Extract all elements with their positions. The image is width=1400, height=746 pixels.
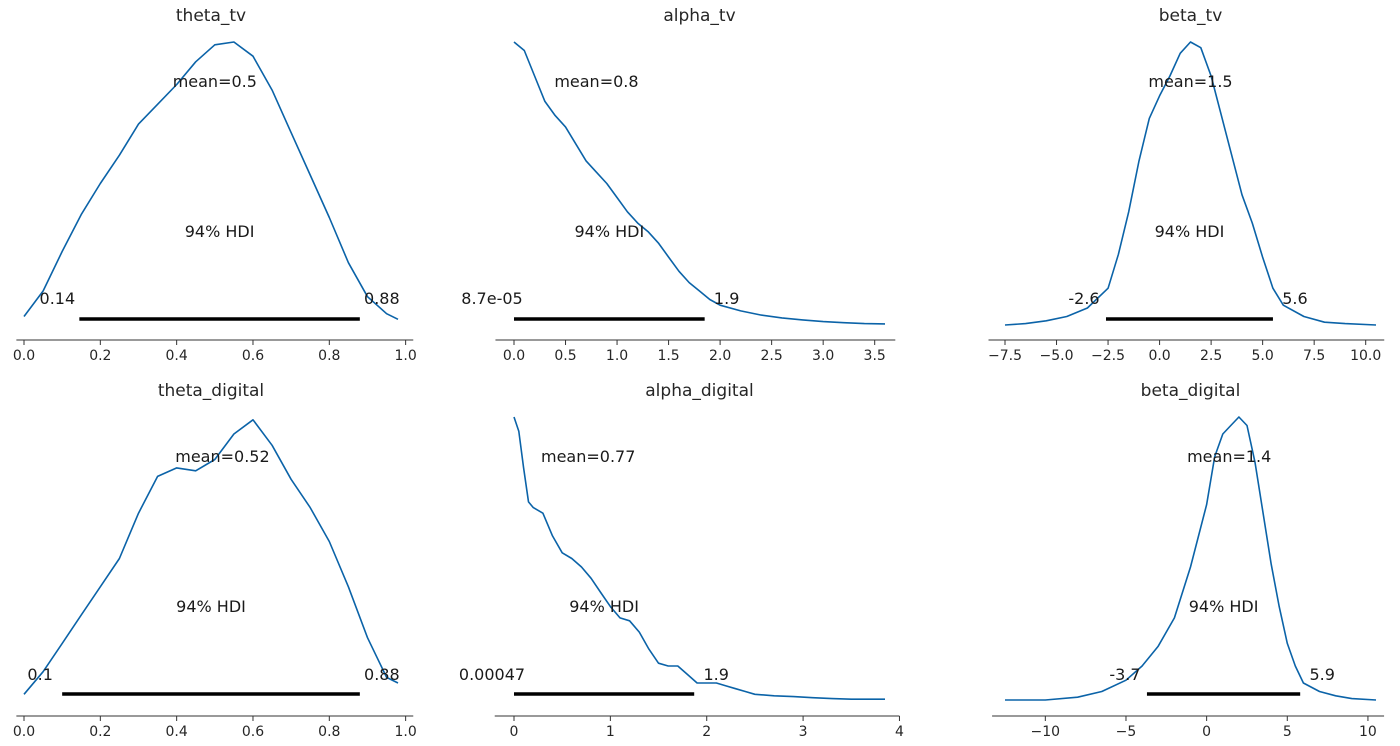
x-tick-label: 10.0	[1350, 348, 1381, 364]
panel-title: theta_digital	[158, 381, 264, 401]
x-tick-label: 0	[510, 724, 519, 740]
x-tick-label: −5.0	[1040, 348, 1074, 364]
mean-label: mean=0.5	[173, 72, 257, 91]
kde-line	[1005, 416, 1377, 701]
kde-line	[23, 418, 399, 695]
x-tick-label: 3.0	[812, 348, 834, 364]
panel-theta_digital: theta_digital 0.0 0.2 0.4 0.6 0.8 1.0 0.1 0.88 94…	[13, 381, 417, 740]
x-tick-label: −10	[1031, 724, 1061, 740]
hdi-high-label: 0.88	[364, 665, 400, 684]
x-tick-label: 1.0	[394, 348, 416, 364]
hdi-label: 94% HDI	[185, 222, 255, 241]
x-tick-label: 0.6	[242, 348, 264, 364]
hdi-label: 94% HDI	[1155, 222, 1225, 241]
hdi-low-label: -2.6	[1068, 289, 1099, 308]
x-tick-label: 1.0	[394, 724, 416, 740]
panel-title: theta_tv	[176, 6, 246, 26]
x-tick-label: 3.5	[864, 348, 886, 364]
panel-alpha_tv: alpha_tv 0.0 0.5 1.0 1.5 2.0 2.5 3.0 3.5 8.7e-05 1…	[461, 6, 896, 364]
x-tick-label: −5	[1116, 724, 1137, 740]
x-tick-label: 0.2	[89, 348, 111, 364]
hdi-label: 94% HDI	[176, 597, 246, 616]
x-tick-label: 0.0	[503, 348, 525, 364]
x-tick-label: 2.0	[709, 348, 731, 364]
x-tick-label: 5	[1283, 724, 1292, 740]
hdi-high-label: 5.6	[1282, 289, 1307, 308]
mean-label: mean=1.5	[1148, 72, 1232, 91]
x-tick-label: 4	[895, 724, 904, 740]
hdi-high-label: 5.9	[1309, 665, 1334, 684]
kde-line	[23, 41, 399, 321]
x-tick-label: 2	[702, 724, 711, 740]
hdi-high-label: 1.9	[703, 665, 728, 684]
x-tick-label: 0.6	[242, 724, 264, 740]
panel-title: beta_tv	[1159, 6, 1223, 26]
hdi-label: 94% HDI	[569, 597, 639, 616]
kde-line	[1004, 41, 1377, 326]
x-tick-label: 2.5	[1200, 348, 1222, 364]
panel-beta_digital: beta_digital −10 −5 0 5 10 -3.7 5.9 94% HDI mean=…	[992, 381, 1385, 740]
x-tick-label: 3	[799, 724, 808, 740]
x-tick-label: 0.8	[318, 724, 340, 740]
x-tick-label: −7.5	[988, 348, 1022, 364]
hdi-low-label: 0.14	[40, 289, 76, 308]
x-tick-label: 10	[1359, 724, 1377, 740]
hdi-low-label: 0.1	[27, 665, 52, 684]
x-tick-label: 1	[606, 724, 615, 740]
x-tick-label: 2.5	[761, 348, 783, 364]
kde-line	[513, 41, 886, 325]
x-tick-label: 5.0	[1252, 348, 1274, 364]
x-tick-label: 7.5	[1303, 348, 1325, 364]
mean-label: mean=0.8	[554, 72, 638, 91]
x-tick-label: 0.0	[13, 724, 35, 740]
hdi-low-label: 0.00047	[459, 665, 525, 684]
x-tick-label: 0.4	[166, 348, 188, 364]
x-tick-label: 0.0	[13, 348, 35, 364]
mean-label: mean=0.52	[175, 447, 269, 466]
hdi-label: 94% HDI	[1189, 597, 1259, 616]
panel-title: alpha_digital	[645, 381, 753, 401]
x-tick-label: 0.2	[89, 724, 111, 740]
hdi-low-label: -3.7	[1109, 665, 1140, 684]
x-tick-label: 1.0	[606, 348, 628, 364]
mean-label: mean=1.4	[1187, 447, 1271, 466]
x-tick-label: 0.4	[166, 724, 188, 740]
x-tick-label: 0	[1202, 724, 1211, 740]
hdi-low-label: 8.7e-05	[461, 289, 522, 308]
x-tick-label: 0.8	[318, 348, 340, 364]
panel-alpha_digital: alpha_digital 0 1 2 3 4 0.00047 1.9 94% HDI mean=…	[459, 381, 904, 740]
hdi-high-label: 0.88	[364, 289, 400, 308]
hdi-high-label: 1.9	[714, 289, 739, 308]
panel-theta_tv: theta_tv 0.0 0.2 0.4 0.6 0.8 1.0 0.14 0.88 94% HD…	[13, 6, 417, 364]
kde-line	[513, 416, 885, 701]
panel-title: beta_digital	[1141, 381, 1241, 401]
x-tick-label: 0.5	[554, 348, 576, 364]
hdi-label: 94% HDI	[574, 222, 644, 241]
panel-title: alpha_tv	[663, 6, 735, 26]
mean-label: mean=0.77	[541, 447, 635, 466]
panel-beta_tv: beta_tv −7.5 −5.0 −2.5 0.0 2.5 5.0 7.5 10.0 -2.6 5…	[988, 6, 1385, 364]
x-tick-label: −2.5	[1091, 348, 1125, 364]
x-tick-label: 1.5	[657, 348, 679, 364]
x-tick-label: 0.0	[1148, 348, 1170, 364]
